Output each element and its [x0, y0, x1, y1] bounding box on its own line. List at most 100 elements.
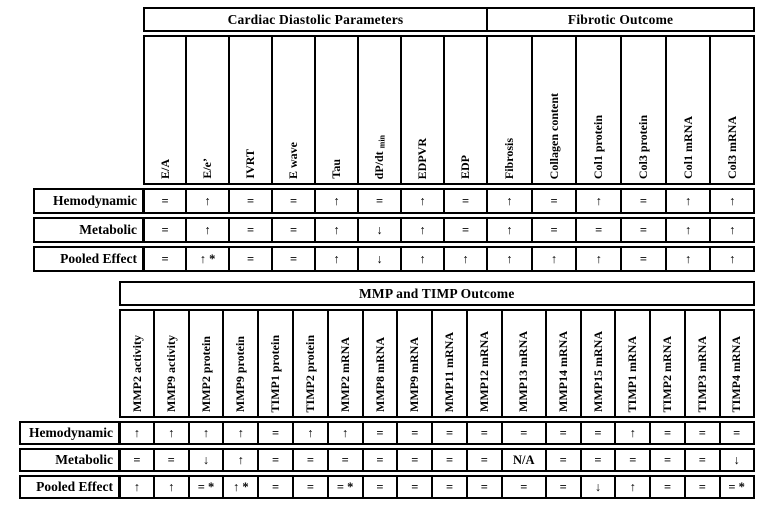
value-cell: =	[153, 448, 189, 472]
column-header-label: Col1 protein	[591, 115, 605, 179]
column-header: MMP13 mRNA	[501, 309, 546, 418]
column-header-text: TIMP3 mRNA	[695, 335, 710, 412]
column-header-label: Collagen content	[547, 93, 561, 179]
column-header: E/A	[143, 35, 186, 185]
column-header: Collagen content	[531, 35, 577, 185]
value-cell: =	[258, 448, 293, 472]
column-header: Col1 mRNA	[665, 35, 711, 185]
value-cell: =	[292, 475, 328, 499]
column-header: Col3 protein	[621, 35, 666, 185]
row-label: Pooled Effect	[19, 475, 119, 499]
corner-spacer	[19, 309, 119, 418]
column-header-label: MMP14 mRNA	[556, 331, 570, 412]
row-label: Hemodynamic	[33, 188, 143, 214]
column-header-label: MMP13 mRNA	[516, 331, 531, 412]
column-header-label: TIMP2 mRNA	[660, 336, 674, 412]
value-cell: ↑ *	[186, 246, 229, 272]
column-header-text: dP/dt	[371, 147, 386, 179]
value-cell: ↑	[710, 246, 756, 272]
group-header: MMP and TIMP Outcome	[119, 281, 755, 306]
value-cell: ↑	[576, 188, 622, 214]
column-header: E wave	[272, 35, 315, 185]
column-header-text: EDPVR	[415, 137, 430, 179]
corner-spacer	[19, 281, 119, 306]
column-header-label: Fibrosis	[502, 138, 516, 179]
value-cell: =	[501, 421, 546, 445]
value-cell: =	[143, 246, 186, 272]
column-header: EDPVR	[401, 35, 444, 185]
value-cell: =	[466, 475, 502, 499]
column-header: IVRT	[229, 35, 272, 185]
value-cell: =	[143, 188, 186, 214]
column-header-label: MMP2 protein	[198, 335, 213, 412]
column-header-label: MMP8 mRNA	[373, 337, 387, 412]
table-row: Hemodynamic ↑ ↑ ↑ ↑ = ↑ ↑ = = = = = = = ↑ = = =	[19, 421, 755, 445]
value-cell: =	[545, 448, 581, 472]
row-label: Pooled Effect	[33, 246, 143, 272]
column-header-text: Col1 mRNA	[680, 116, 695, 179]
mmp-timp-table: MMP and TIMP Outcome MMP2 activity MMP9 ac…	[19, 278, 755, 502]
value-cell: =	[258, 421, 293, 445]
value-cell: ↑	[444, 246, 487, 272]
value-cell: =	[684, 421, 720, 445]
column-header: TIMP2 mRNA	[650, 309, 685, 418]
column-header: MMP2 mRNA	[327, 309, 363, 418]
column-header-text: MMP11 mRNA	[442, 331, 457, 412]
column-header: MMP9 mRNA	[397, 309, 433, 418]
column-header-label: E wave	[286, 142, 301, 179]
value-cell: ↑	[665, 188, 711, 214]
value-cell: =	[272, 246, 315, 272]
value-cell: =	[444, 188, 487, 214]
column-header: MMP12 mRNA	[466, 309, 502, 418]
column-header-label: TIMP3 mRNA	[695, 335, 710, 412]
value-cell: =	[258, 475, 293, 499]
column-header-label: MMP2 activity	[130, 335, 144, 412]
value-cell: ↑	[223, 448, 259, 472]
column-header: MMP11 mRNA	[432, 309, 467, 418]
column-header-label: MMP9 protein	[233, 335, 248, 412]
corner-spacer	[33, 7, 143, 32]
column-header-label: TIMP4 mRNA	[729, 335, 744, 412]
column-header-label: EDP	[458, 155, 472, 179]
value-cell: =	[684, 448, 720, 472]
value-cell: =	[397, 475, 433, 499]
value-cell: ↑	[710, 217, 756, 243]
column-header-text: TIMP2 protein	[303, 334, 318, 412]
value-cell: ↑	[531, 246, 577, 272]
value-cell: ↑	[710, 188, 756, 214]
value-cell: =	[229, 188, 272, 214]
column-header-text: MMP9 protein	[233, 335, 248, 412]
value-cell: =	[621, 188, 666, 214]
column-header: Col3 mRNA	[710, 35, 756, 185]
value-cell: =	[397, 448, 433, 472]
value-cell: ↑	[153, 475, 189, 499]
value-cell: =	[292, 448, 328, 472]
value-cell: =	[545, 421, 581, 445]
value-cell: ↑	[401, 246, 444, 272]
corner-spacer	[33, 35, 143, 185]
value-cell: ↑	[186, 217, 229, 243]
value-cell: =	[580, 448, 616, 472]
column-header-text: E/e’	[200, 158, 215, 179]
value-cell: =	[272, 217, 315, 243]
value-cell: ↑	[153, 421, 189, 445]
value-cell: ↓	[188, 448, 224, 472]
column-header-text: MMP2 protein	[198, 335, 213, 412]
table-row: Metabolic = ↑ = = ↑ ↓ ↑ = ↑ = = = ↑ ↑	[33, 217, 756, 243]
column-header: MMP2 activity	[119, 309, 154, 418]
value-cell: =	[719, 421, 755, 445]
value-cell: ↑	[487, 217, 532, 243]
value-cell: ↑	[487, 246, 532, 272]
column-header-text: MMP13 mRNA	[516, 331, 531, 412]
value-cell: ↑	[119, 421, 154, 445]
column-header-text: TIMP4 mRNA	[729, 335, 744, 412]
value-cell: =	[684, 475, 720, 499]
value-cell: =	[229, 217, 272, 243]
column-header-text: E wave	[286, 142, 301, 179]
value-cell: =	[432, 448, 467, 472]
value-cell: =	[615, 448, 651, 472]
value-cell: =	[143, 217, 186, 243]
column-header-label: E/A	[158, 159, 172, 179]
column-header: TIMP4 mRNA	[719, 309, 755, 418]
value-cell: =	[397, 421, 433, 445]
